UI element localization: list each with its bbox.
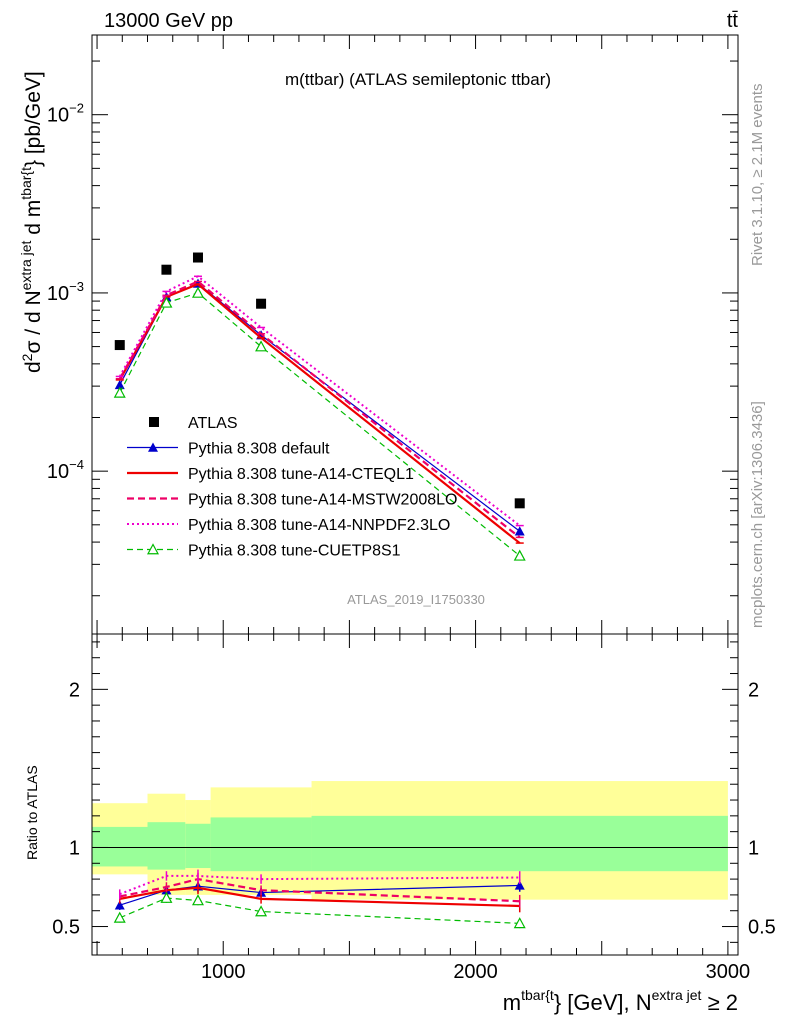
series-line: [118, 275, 521, 527]
series-marker: [255, 340, 268, 352]
series-line: [118, 280, 521, 539]
ratio-frame: [91, 633, 739, 956]
data-point: [161, 264, 172, 275]
data-point: [256, 298, 267, 309]
ratio-y-tick-label-left: 1: [69, 837, 80, 859]
legend-entry: ATLAS: [149, 415, 238, 432]
legend-marker: [146, 543, 160, 555]
legend-entry: Pythia 8.308 default: [127, 441, 330, 458]
main-y-tick-label: 10−4: [47, 457, 84, 483]
stat-uncertainty-band: [311, 815, 728, 872]
main-y-axis-label: d2σ / d Nextra jet d mtbar{t} [pb/GeV]: [18, 71, 45, 373]
series-marker: [114, 379, 125, 390]
stat-uncertainty-band: [185, 823, 211, 869]
rivet-label: Rivet 3.1.10, ≥ 2.1M events: [749, 84, 766, 267]
chart-title: m(ttbar) (ATLAS semileptonic ttbar): [285, 70, 551, 89]
legend-label: Pythia 8.308 tune-A14-NNPDF2.3LO: [188, 517, 450, 534]
legend-marker: [149, 417, 159, 427]
main-series-group: [113, 252, 526, 561]
legend-label: Pythia 8.308 default: [188, 441, 330, 458]
data-point: [514, 498, 525, 509]
series-marker: [160, 296, 173, 308]
legend-label: Pythia 8.308 tune-A14-CTEQL1: [188, 466, 414, 483]
ratio-line: [119, 897, 520, 924]
x-tick-label: 3000: [706, 961, 751, 983]
x-axis-label: mtbar{t} [GeV], Nextra jet ≥ 2: [503, 987, 738, 1015]
ratio-marker: [160, 891, 173, 903]
ratio-marker: [513, 917, 526, 929]
legend: ATLAS Pythia 8.308 default Pythia 8.308 tu…: [127, 415, 457, 560]
main-y-tick-label: 10−2: [47, 101, 84, 127]
legend-label: Pythia 8.308 tune-CUETP8S1: [188, 543, 401, 560]
ratio-y-axis-label: Ratio to ATLAS: [24, 765, 40, 860]
ratio-marker: [114, 900, 125, 910]
ratio-series-group: [113, 869, 526, 929]
legend-marker: [148, 442, 158, 452]
stat-uncertainty-band: [92, 826, 148, 867]
legend-label: Pythia 8.308 tune-A14-MSTW2008LO: [188, 492, 457, 509]
ratio-y-tick-label-left: 2: [69, 679, 80, 701]
beam-label: 13000 GeV pp: [104, 10, 233, 32]
mcplots-label: mcplots.cern.ch [arXiv:1306.3436]: [749, 401, 766, 628]
ratio-y-tick-label-left: 0.5: [52, 917, 80, 939]
analysis-label: ATLAS_2019_I1750330: [347, 592, 485, 607]
process-label: tt̄: [727, 10, 739, 32]
ratio-y-tick-label-right: 1: [748, 837, 759, 859]
series-marker: [513, 549, 526, 561]
series-marker: [514, 526, 525, 536]
axes-group: 1000 2000 3000 10−2 10−3 10−4 0.5 0.5 1 1 2 2: [47, 34, 776, 983]
ratio-y-tick-label-right: 2: [748, 679, 759, 701]
legend-entry: Pythia 8.308 tune-A14-MSTW2008LO: [127, 492, 457, 509]
legend-entry: Pythia 8.308 tune-CUETP8S1: [127, 543, 401, 560]
stat-uncertainty-band: [210, 817, 312, 872]
ratio-marker: [255, 905, 268, 917]
series-marker: [191, 286, 204, 298]
x-tick-label: 1000: [201, 961, 246, 983]
legend-entry: Pythia 8.308 tune-A14-NNPDF2.3LO: [127, 517, 450, 534]
data-point: [114, 340, 125, 351]
ratio-marker: [514, 880, 525, 890]
ratio-y-tick-label-right: 0.5: [748, 917, 776, 939]
ratio-marker: [191, 894, 204, 906]
ratio-marker: [113, 911, 126, 923]
legend-label: ATLAS: [188, 415, 238, 432]
stat-uncertainty-band: [147, 822, 186, 870]
data-point: [192, 252, 203, 263]
main-y-tick-label: 10−3: [47, 279, 84, 305]
x-tick-label: 2000: [453, 961, 498, 983]
legend-entry: Pythia 8.308 tune-A14-CTEQL1: [127, 466, 414, 483]
series-marker: [113, 386, 126, 398]
